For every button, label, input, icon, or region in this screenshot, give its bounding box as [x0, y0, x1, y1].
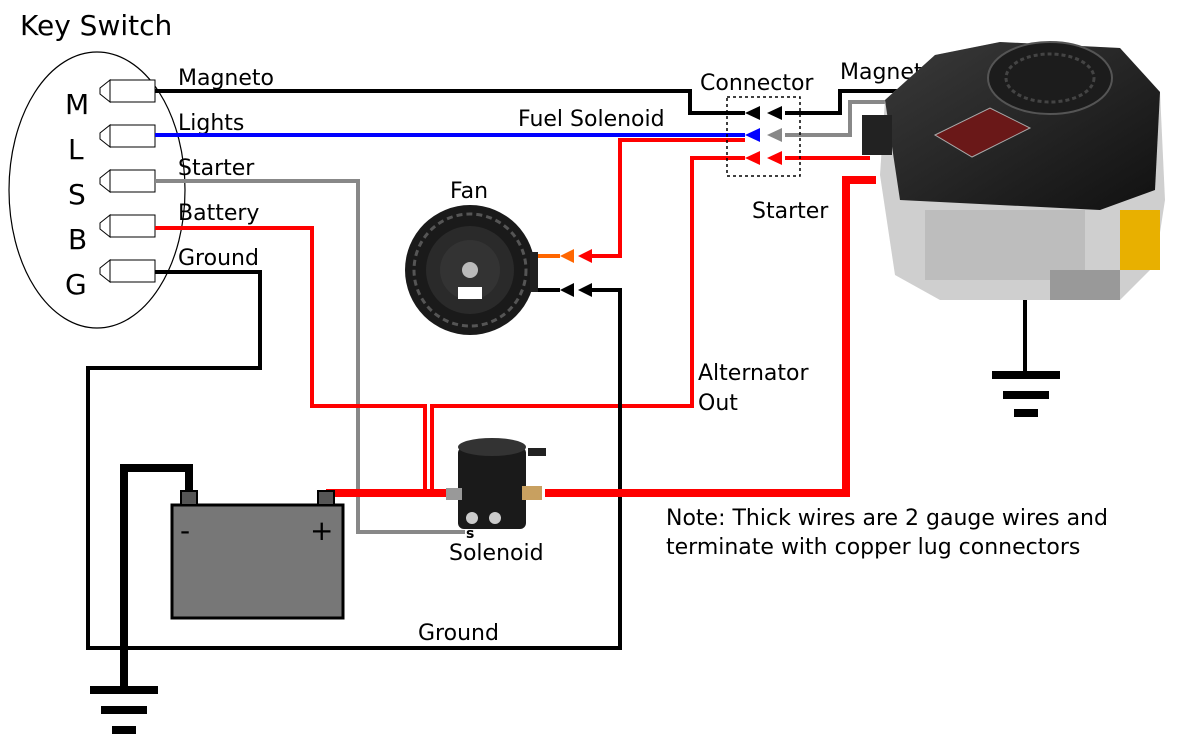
- fan-label: Fan: [450, 179, 488, 204]
- fan-power-arrow-red: [578, 249, 592, 263]
- solenoid-label: Solenoid: [449, 541, 544, 566]
- wire-starter: [155, 179, 465, 534]
- terminal-connector-g: [99, 258, 156, 284]
- wire-battery-negative-thick: [120, 464, 193, 688]
- terminal-letter-g: G: [65, 268, 87, 301]
- fan-image: [405, 205, 538, 335]
- ground-symbol-battery: [90, 686, 158, 734]
- battery: [170, 490, 345, 620]
- wire-alternator-out: [430, 156, 745, 493]
- battery-positive-symbol: +: [310, 514, 333, 547]
- terminal-label-ground: Ground: [178, 246, 259, 271]
- terminal-connector-b: [99, 213, 156, 239]
- wire-magneto: [155, 89, 745, 115]
- ground-label: Ground: [418, 621, 499, 646]
- key-switch-outline: [8, 51, 186, 329]
- alternator-label: Alternator: [698, 361, 809, 386]
- note-line-2: terminate with copper lug connectors: [666, 535, 1080, 560]
- ground-symbol-engine: [992, 300, 1060, 417]
- key-switch-terminals: [99, 78, 156, 284]
- wire-fuel-solenoid: [590, 138, 745, 258]
- starter-engine-label: Starter: [752, 199, 829, 224]
- connector-pins: [745, 106, 782, 165]
- terminal-letter-m: M: [65, 88, 89, 121]
- wire-starter-thick: [545, 176, 876, 497]
- terminal-letter-l: L: [68, 133, 84, 166]
- fan-power-arrow: [560, 249, 574, 263]
- fan-ground-arrow-2: [578, 283, 592, 297]
- note-line-1: Note: Thick wires are 2 gauge wires and: [666, 506, 1108, 531]
- solenoid-s-terminal: s: [466, 526, 474, 542]
- fuel-solenoid-label: Fuel Solenoid: [518, 107, 665, 132]
- wire-magneto-engine: [785, 89, 915, 115]
- wire-ground-key: [86, 270, 622, 650]
- terminal-label-starter: Starter: [178, 156, 255, 181]
- terminal-connector-s: [99, 168, 156, 194]
- battery-negative-symbol: -: [180, 514, 190, 547]
- alternator-out-label: Out: [698, 391, 738, 416]
- terminal-label-battery: Battery: [178, 201, 259, 226]
- terminal-label-magneto: Magneto: [178, 66, 274, 91]
- diagram-title: Key Switch: [20, 9, 172, 42]
- terminal-letter-b: B: [68, 223, 87, 256]
- connector-box: [726, 96, 801, 177]
- fan-ground-arrow: [560, 283, 574, 297]
- wire-battery: [155, 226, 427, 493]
- solenoid-image: [446, 438, 546, 529]
- terminal-label-lights: Lights: [178, 111, 244, 136]
- engine-image: [862, 41, 1165, 300]
- terminal-letter-s: S: [68, 178, 86, 211]
- wire-lights-engine: [785, 100, 915, 137]
- connector-label: Connector: [700, 71, 814, 96]
- terminal-connector-m: [99, 78, 156, 104]
- terminal-connector-l: [99, 123, 156, 149]
